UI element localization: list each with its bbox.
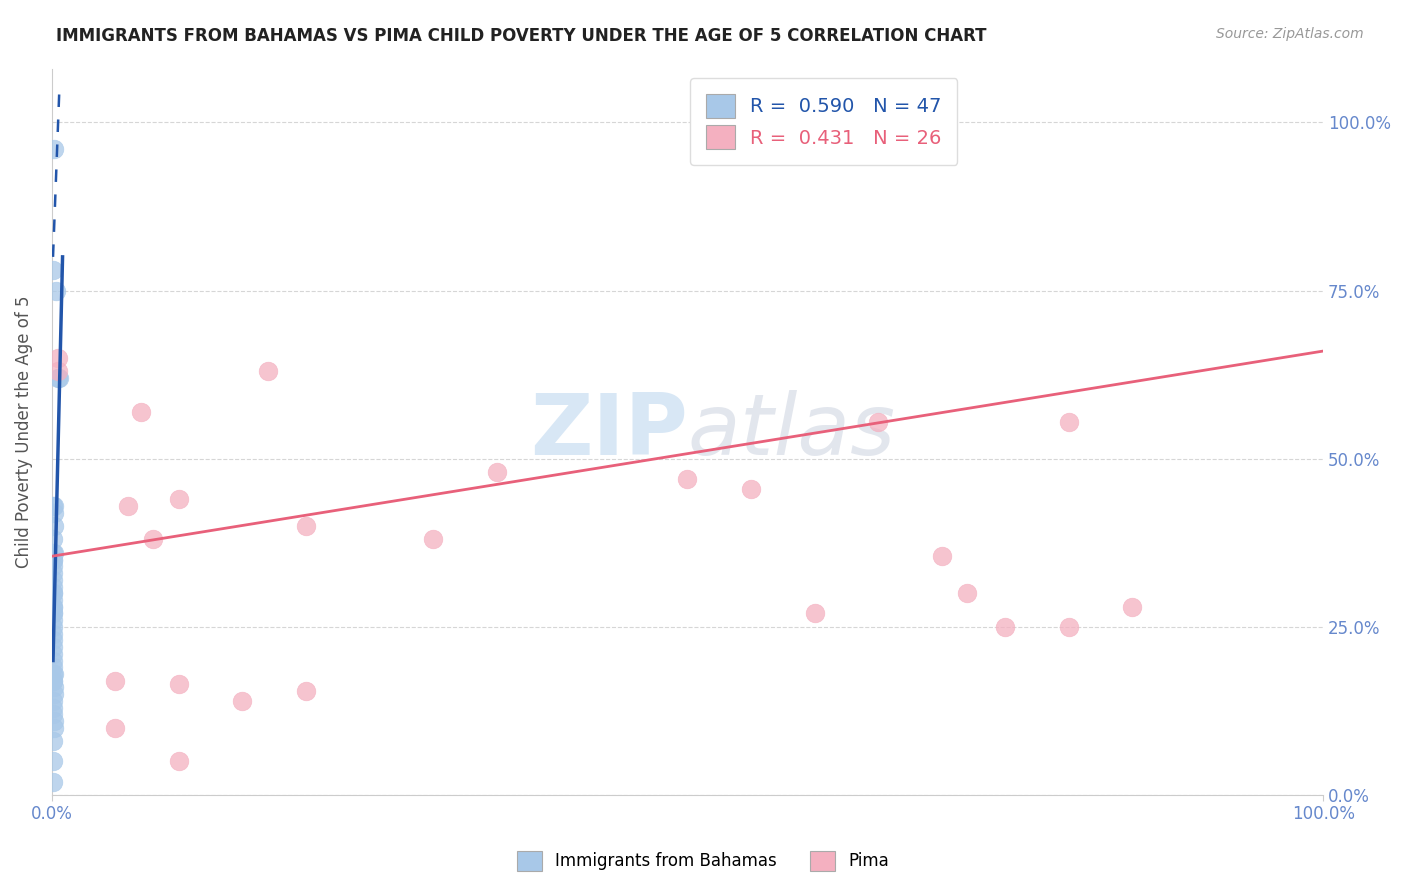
Point — [44, 667, 66, 681]
Point — [42, 566, 65, 580]
Point — [45, 284, 67, 298]
Point — [42, 640, 65, 654]
Point — [129, 404, 152, 418]
Point — [44, 681, 66, 695]
Point — [676, 472, 699, 486]
Point — [42, 673, 65, 688]
Point — [42, 633, 65, 648]
Point — [167, 677, 190, 691]
Point — [42, 599, 65, 614]
Point — [931, 549, 953, 564]
Text: atlas: atlas — [688, 391, 896, 474]
Point — [42, 586, 65, 600]
Point — [48, 371, 70, 385]
Point — [104, 721, 127, 735]
Point — [1057, 415, 1080, 429]
Point — [740, 482, 762, 496]
Point — [42, 700, 65, 714]
Point — [295, 683, 318, 698]
Point — [994, 620, 1017, 634]
Point — [42, 613, 65, 627]
Point — [42, 559, 65, 574]
Point — [803, 607, 825, 621]
Text: Source: ZipAtlas.com: Source: ZipAtlas.com — [1216, 27, 1364, 41]
Point — [42, 499, 65, 513]
Point — [42, 626, 65, 640]
Point — [42, 533, 65, 547]
Point — [44, 506, 66, 520]
Point — [1057, 620, 1080, 634]
Legend: R =  0.590   N = 47, R =  0.431   N = 26: R = 0.590 N = 47, R = 0.431 N = 26 — [690, 78, 957, 165]
Point — [42, 774, 65, 789]
Point — [44, 721, 66, 735]
Point — [104, 673, 127, 688]
Point — [44, 714, 66, 728]
Point — [46, 351, 69, 365]
Point — [167, 755, 190, 769]
Point — [117, 499, 139, 513]
Point — [1121, 599, 1143, 614]
Point — [42, 694, 65, 708]
Point — [42, 599, 65, 614]
Point — [44, 687, 66, 701]
Point — [42, 755, 65, 769]
Point — [44, 499, 66, 513]
Point — [485, 465, 508, 479]
Point — [44, 546, 66, 560]
Text: IMMIGRANTS FROM BAHAMAS VS PIMA CHILD POVERTY UNDER THE AGE OF 5 CORRELATION CHA: IMMIGRANTS FROM BAHAMAS VS PIMA CHILD PO… — [56, 27, 987, 45]
Point — [42, 586, 65, 600]
Point — [42, 607, 65, 621]
Legend: Immigrants from Bahamas, Pima: Immigrants from Bahamas, Pima — [509, 842, 897, 880]
Point — [142, 533, 165, 547]
Point — [42, 573, 65, 587]
Point — [42, 647, 65, 661]
Point — [422, 533, 444, 547]
Point — [295, 519, 318, 533]
Point — [42, 580, 65, 594]
Point — [42, 707, 65, 722]
Y-axis label: Child Poverty Under the Age of 5: Child Poverty Under the Age of 5 — [15, 295, 32, 568]
Point — [868, 415, 890, 429]
Point — [42, 607, 65, 621]
Point — [42, 552, 65, 566]
Point — [42, 667, 65, 681]
Point — [231, 694, 253, 708]
Point — [42, 673, 65, 688]
Point — [257, 364, 280, 378]
Point — [42, 620, 65, 634]
Point — [42, 263, 65, 277]
Point — [42, 552, 65, 566]
Point — [167, 491, 190, 506]
Point — [46, 364, 69, 378]
Point — [42, 593, 65, 607]
Point — [44, 142, 66, 156]
Point — [42, 653, 65, 667]
Point — [44, 519, 66, 533]
Point — [42, 660, 65, 674]
Point — [46, 371, 69, 385]
Point — [42, 734, 65, 748]
Point — [956, 586, 979, 600]
Text: ZIP: ZIP — [530, 391, 688, 474]
Point — [42, 546, 65, 560]
